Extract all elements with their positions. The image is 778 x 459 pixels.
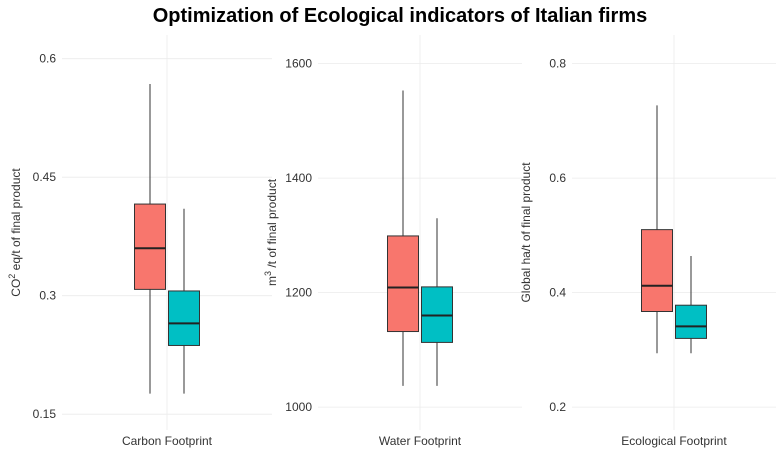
y-axis-label-part: m [265, 276, 279, 286]
y-axis-label: Global ha/t of final product [519, 162, 533, 303]
y-tick-label: 1200 [285, 286, 312, 300]
y-axis-label-part: CO [9, 279, 23, 297]
y-tick-label: 1600 [285, 57, 312, 71]
y-tick-label: 1000 [285, 400, 312, 414]
y-axis-label-part: eq/t of final product [9, 168, 23, 274]
y-axis-label-part: 2 [7, 274, 17, 279]
x-tick-label: Ecological Footprint [621, 434, 727, 448]
box [134, 203, 166, 290]
y-axis-label-part: /t of final product [265, 178, 279, 271]
box [387, 235, 419, 333]
x-tick-label: Water Footprint [379, 434, 462, 448]
y-tick-label: 0.45 [33, 170, 57, 184]
y-tick-label: 0.15 [33, 407, 57, 421]
chart-title: Optimization of Ecological indicators of… [153, 5, 648, 27]
y-axis-label-part: Global ha/t of final product [519, 162, 533, 303]
y-axis-label: m3 /t of final product [263, 178, 279, 286]
y-tick-label: 0.4 [549, 286, 566, 300]
box [675, 304, 707, 339]
y-tick-label: 0.2 [549, 400, 566, 414]
y-tick-label: 0.6 [549, 171, 566, 185]
y-axis-label: CO2 eq/t of final product [7, 168, 23, 297]
y-tick-label: 0.6 [39, 52, 56, 66]
y-tick-label: 0.3 [39, 289, 56, 303]
box [641, 229, 673, 312]
y-tick-label: 0.8 [549, 57, 566, 71]
y-axis-label-part: 3 [263, 271, 273, 276]
box [168, 290, 200, 346]
x-tick-label: Carbon Footprint [122, 434, 213, 448]
y-tick-label: 1400 [285, 171, 312, 185]
